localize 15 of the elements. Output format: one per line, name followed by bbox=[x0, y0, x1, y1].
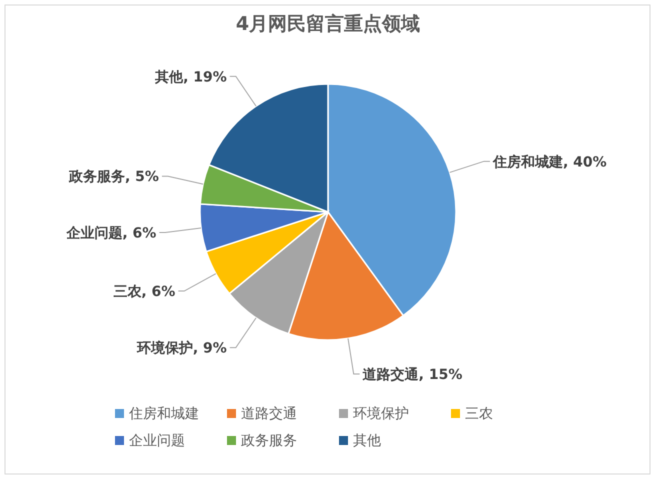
chart-title: 4月网民留言重点领域 bbox=[236, 13, 420, 35]
data-label: 道路交通, 15% bbox=[362, 366, 462, 383]
legend-label: 住房和城建 bbox=[128, 406, 199, 422]
legend-label: 其他 bbox=[353, 433, 381, 449]
data-label: 环境保护, 9% bbox=[136, 340, 227, 357]
data-label: 三农, 6% bbox=[113, 284, 176, 300]
data-label: 其他, 19% bbox=[154, 69, 227, 86]
data-label: 住房和城建, 40% bbox=[492, 153, 607, 170]
data-label: 政务服务, 5% bbox=[68, 169, 159, 186]
legend-label: 企业问题 bbox=[129, 433, 185, 449]
legend-label: 三农 bbox=[465, 406, 493, 422]
legend-label: 环境保护 bbox=[353, 406, 409, 422]
data-label: 企业问题, 6% bbox=[65, 226, 156, 242]
legend-label: 政务服务 bbox=[241, 433, 297, 449]
legend-label: 道路交通 bbox=[241, 406, 297, 422]
